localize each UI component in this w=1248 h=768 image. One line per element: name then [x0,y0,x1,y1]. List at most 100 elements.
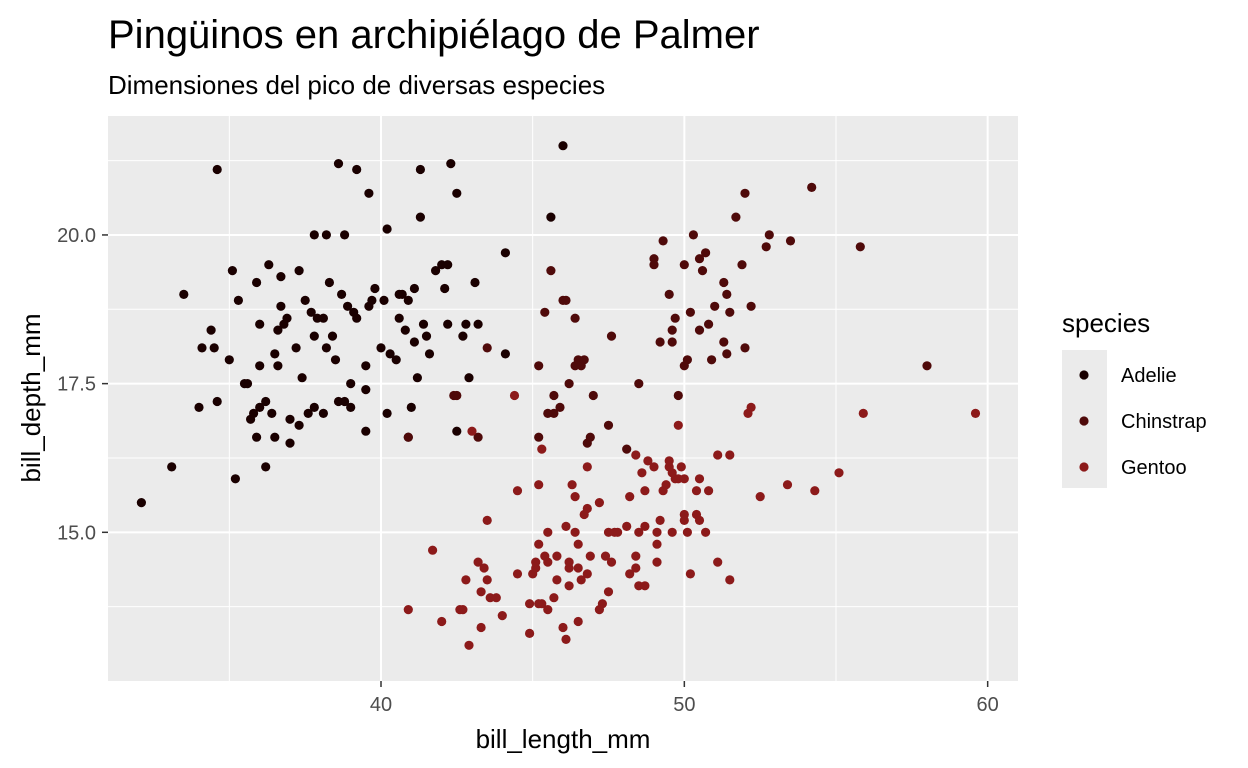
data-point-chinstrap [694,325,705,335]
data-point-chinstrap [664,289,674,299]
data-point-gentoo [603,587,614,597]
data-point-gentoo [479,563,489,573]
data-point-gentoo [661,480,671,490]
legend-title: species [1062,308,1150,338]
data-point-adelie [500,349,510,359]
data-point-adelie [340,396,350,407]
data-point-gentoo [725,450,735,460]
data-point-adelie [473,319,483,329]
data-point-chinstrap [719,337,729,347]
data-point-gentoo [713,450,723,460]
data-point-chinstrap [688,230,699,240]
data-point-chinstrap [707,355,717,365]
data-point-adelie [252,277,262,288]
data-point-adelie [264,260,274,270]
data-point-chinstrap [588,390,598,401]
data-point-chinstrap [685,307,696,317]
data-point-gentoo [531,557,541,567]
data-point-chinstrap [452,390,462,401]
data-point-adelie [458,331,468,341]
data-point-gentoo [437,616,447,627]
data-point-adelie [136,498,146,508]
data-point-gentoo [534,539,544,549]
data-point-adelie [379,295,389,305]
data-point-gentoo [701,527,711,537]
data-point-adelie [212,164,222,175]
data-point-gentoo [525,599,535,609]
data-point-adelie [470,277,480,288]
data-point-adelie [273,361,283,371]
data-point-adelie [431,266,441,276]
data-point-gentoo [673,420,683,430]
data-point-chinstrap [482,343,492,353]
data-point-gentoo [652,539,662,549]
data-point-gentoo [512,486,523,496]
data-point-adelie [415,164,425,175]
data-point-chinstrap [585,432,595,442]
data-point-adelie [300,295,310,305]
data-point-adelie [294,266,304,276]
data-point-chinstrap [634,379,644,389]
data-point-adelie [306,307,316,317]
data-point-adelie [233,295,243,305]
legend-label-chinstrap: Chinstrap [1121,411,1207,433]
data-point-adelie [276,301,286,311]
data-point-adelie [270,432,280,442]
data-point-gentoo [570,492,580,502]
x-tick-label: 50 [673,694,695,716]
data-point-gentoo [467,426,477,436]
data-point-gentoo [582,462,592,472]
data-point-gentoo [570,527,580,537]
data-point-chinstrap [740,188,750,198]
data-point-chinstrap [658,236,668,246]
data-point-chinstrap [731,212,741,222]
data-point-gentoo [564,557,574,567]
data-point-gentoo [476,622,486,633]
data-point-adelie [224,355,234,365]
data-point-gentoo [691,486,702,496]
data-points [136,141,981,650]
data-point-chinstrap [673,390,683,401]
data-point-adelie [318,313,328,323]
y-axis-ticks: 15.0 17.5 20.0 [57,225,108,544]
data-point-gentoo [631,563,641,573]
data-point-adelie [443,319,453,329]
data-point-gentoo [625,492,635,502]
data-point-gentoo [461,575,471,585]
data-point-gentoo [561,634,571,645]
data-point-chinstrap [622,444,632,454]
data-point-chinstrap [546,266,556,276]
data-point-gentoo [725,575,735,585]
data-point-chinstrap [679,361,689,371]
data-point-gentoo [576,575,586,585]
data-point-adelie [255,361,265,371]
data-point-adelie [500,248,510,258]
data-point-chinstrap [694,254,705,264]
data-point-adelie [273,325,283,335]
data-point-chinstrap [667,337,677,347]
data-point-adelie [285,414,295,424]
data-point-chinstrap [740,343,750,353]
data-point-gentoo [543,557,553,567]
data-point-gentoo [640,521,650,532]
data-point-gentoo [664,456,674,466]
data-point-gentoo [652,557,662,567]
data-point-adelie [361,361,371,371]
data-point-adelie [403,295,413,305]
data-point-adelie [546,212,556,222]
data-point-gentoo [600,551,611,561]
data-point-adelie [391,355,401,365]
data-point-chinstrap [807,182,817,192]
data-point-gentoo [631,551,641,561]
data-point-adelie [321,230,331,240]
data-point-adelie [558,141,568,151]
data-point-chinstrap [603,420,614,430]
data-point-adelie [364,188,374,198]
data-point-gentoo [676,462,686,472]
data-point-adelie [446,159,456,169]
data-point-adelie [394,313,404,323]
data-point-adelie [421,331,432,341]
data-point-gentoo [594,498,605,508]
data-point-adelie [346,379,356,389]
data-point-chinstrap [761,242,771,252]
